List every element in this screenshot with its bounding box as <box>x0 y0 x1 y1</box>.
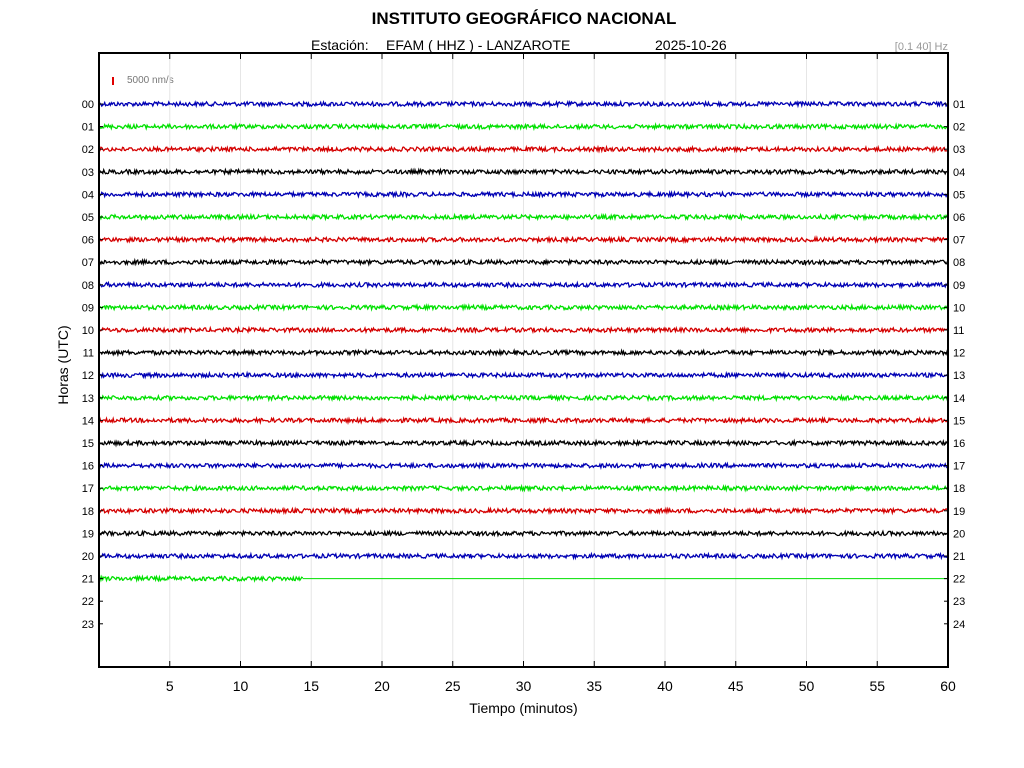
hour-label-right: 19 <box>953 506 965 518</box>
trace-hour-14 <box>98 415 949 426</box>
trace-hour-21 <box>98 574 304 583</box>
hour-label-left: 23 <box>82 619 94 631</box>
trace-hour-20 <box>98 551 949 561</box>
trace-hour-01 <box>98 121 949 132</box>
x-tick-label: 35 <box>586 678 602 694</box>
hour-label-left: 12 <box>82 370 94 382</box>
trace-hour-18 <box>98 506 949 516</box>
x-tick-label: 50 <box>799 678 815 694</box>
trace-hour-05 <box>98 212 949 222</box>
x-tick-label: 20 <box>374 678 390 694</box>
hour-label-right: 24 <box>953 619 965 631</box>
x-tick-label: 5 <box>166 678 174 694</box>
hour-label-right: 06 <box>953 212 965 224</box>
hour-label-left: 08 <box>82 280 94 292</box>
trace-hour-09 <box>98 302 949 312</box>
x-tick-label: 60 <box>940 678 956 694</box>
hour-label-left: 16 <box>82 461 94 473</box>
hour-label-left: 13 <box>82 393 94 405</box>
trace-hour-04 <box>98 189 949 199</box>
chart-title: INSTITUTO GEOGRÁFICO NACIONAL <box>371 9 677 28</box>
hour-label-right: 01 <box>953 99 965 111</box>
x-tick-label: 15 <box>303 678 319 694</box>
x-tick-label: 40 <box>657 678 673 694</box>
hour-label-left: 05 <box>82 212 94 224</box>
x-tick-label: 45 <box>728 678 744 694</box>
hour-label-right: 16 <box>953 438 965 450</box>
x-tick-label: 10 <box>233 678 249 694</box>
hour-label-left: 03 <box>82 167 94 179</box>
hour-label-left: 04 <box>82 189 94 201</box>
trace-hour-06 <box>98 235 949 245</box>
trace-hour-15 <box>98 438 949 448</box>
station-name: EFAM ( HHZ ) - LANZAROTE <box>386 37 571 53</box>
hour-label-right: 13 <box>953 370 965 382</box>
trace-hour-12 <box>98 370 949 380</box>
trace-hour-11 <box>98 348 949 358</box>
hour-label-left: 18 <box>82 506 94 518</box>
hour-label-left: 11 <box>83 348 94 360</box>
hour-label-right: 05 <box>953 189 965 201</box>
trace-hour-19 <box>98 529 949 538</box>
station-label: Estación: <box>311 37 369 53</box>
hour-label-left: 07 <box>82 257 94 269</box>
hour-label-right: 02 <box>953 122 965 134</box>
date-label: 2025-10-26 <box>655 37 727 53</box>
hour-label-left: 10 <box>82 325 94 337</box>
hour-label-right: 11 <box>953 325 964 337</box>
hour-label-right: 08 <box>953 257 965 269</box>
trace-hour-13 <box>98 393 949 403</box>
hour-label-right: 23 <box>953 596 965 608</box>
hour-label-left: 15 <box>82 438 94 450</box>
hour-label-right: 07 <box>953 235 965 247</box>
trace-hour-03 <box>98 167 949 177</box>
hour-label-left: 14 <box>82 415 94 427</box>
x-axis-label: Tiempo (minutos) <box>469 700 578 716</box>
trace-hour-08 <box>98 280 949 290</box>
trace-hour-16 <box>98 461 949 471</box>
scale-bar <box>112 77 114 85</box>
trace-hour-10 <box>98 325 949 335</box>
hour-label-left: 22 <box>82 596 94 608</box>
hour-label-right: 20 <box>953 528 965 540</box>
hour-label-right: 09 <box>953 280 965 292</box>
scale-label: 5000 nm/s <box>127 75 174 86</box>
hour-label-left: 02 <box>82 144 94 156</box>
filter-band: [0.1 40] Hz <box>894 41 948 53</box>
x-tick-label: 55 <box>869 678 885 694</box>
hour-label-left: 21 <box>82 574 94 586</box>
trace-hour-17 <box>98 483 949 493</box>
trace-hour-07 <box>98 257 949 267</box>
hour-label-left: 09 <box>82 302 94 314</box>
hour-label-left: 00 <box>82 99 94 111</box>
hour-label-right: 03 <box>953 144 965 156</box>
hour-label-right: 14 <box>953 393 965 405</box>
hour-label-left: 19 <box>82 528 94 540</box>
hour-label-left: 01 <box>82 122 94 134</box>
hour-label-right: 22 <box>953 574 965 586</box>
hour-label-right: 18 <box>953 483 965 495</box>
hour-label-left: 06 <box>82 235 94 247</box>
hour-label-right: 12 <box>953 348 965 360</box>
hour-label-right: 21 <box>953 551 965 563</box>
trace-hour-02 <box>98 144 949 154</box>
hour-label-right: 15 <box>953 415 965 427</box>
hour-label-right: 04 <box>953 167 965 179</box>
hour-label-left: 20 <box>82 551 94 563</box>
hour-label-right: 10 <box>953 302 965 314</box>
x-tick-label: 25 <box>445 678 461 694</box>
hour-label-left: 17 <box>82 483 94 495</box>
trace-hour-00 <box>98 99 949 109</box>
x-tick-label: 30 <box>516 678 532 694</box>
hour-label-right: 17 <box>953 461 965 473</box>
